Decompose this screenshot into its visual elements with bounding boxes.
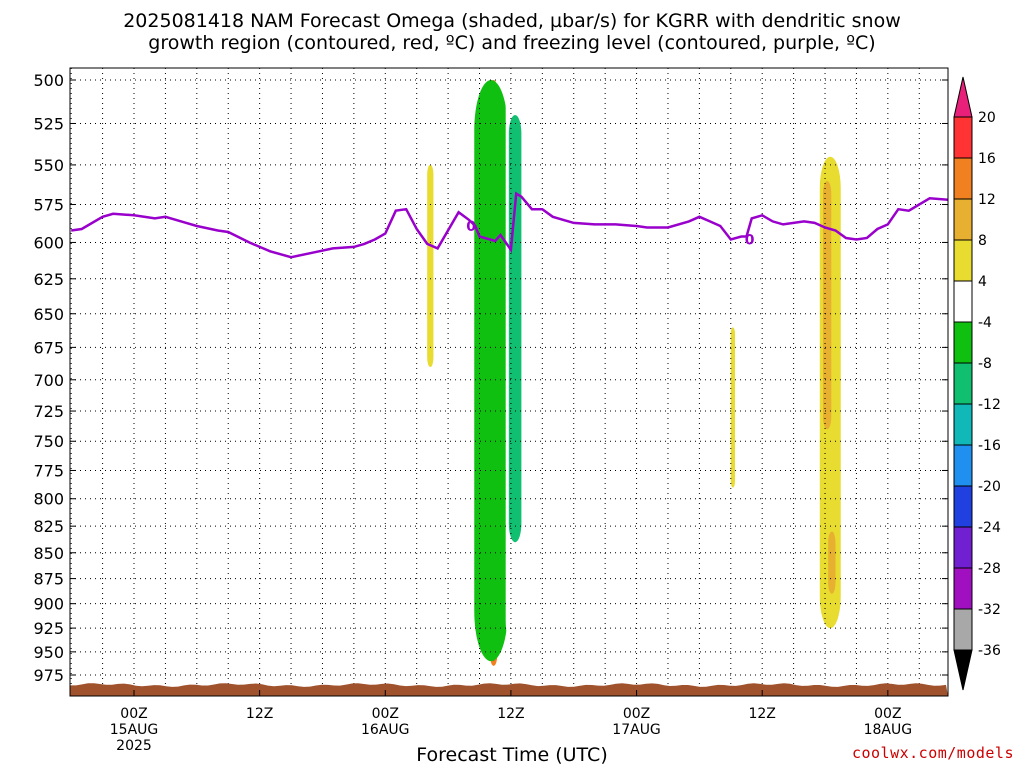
y-tick-label: 800 <box>33 490 64 509</box>
colorbar-bin <box>953 403 973 446</box>
colorbar-bin <box>953 444 973 487</box>
y-tick-label: 700 <box>33 371 64 390</box>
y-tick-label: 725 <box>33 402 64 421</box>
colorbar-label: 16 <box>978 151 996 167</box>
colorbar-label: -36 <box>978 643 1001 659</box>
y-tick-label: 675 <box>33 338 64 357</box>
colorbar-below-triangle <box>953 649 973 691</box>
omega-feature-2 <box>474 80 508 662</box>
colorbar-label: -32 <box>978 602 1001 618</box>
x-tick-label: 00Z <box>623 706 650 722</box>
x-tick-label: 00Z <box>372 706 399 722</box>
y-tick-label: 950 <box>33 643 64 662</box>
colorbar-label: -12 <box>978 397 1001 413</box>
terrain-surface <box>70 683 948 696</box>
colorbar-label: -28 <box>978 561 1001 577</box>
chart-title-line1: 2025081418 NAM Forecast Omega (shaded, µ… <box>123 10 901 32</box>
colorbar-bin <box>953 567 973 610</box>
colorbar-bin <box>953 526 973 569</box>
y-tick-label: 975 <box>33 666 64 685</box>
colorbar-above-triangle <box>953 76 973 118</box>
omega-feature-9 <box>730 327 735 488</box>
colorbar-label: -4 <box>978 315 992 331</box>
colorbar-bin <box>953 485 973 528</box>
y-tick-label: 875 <box>33 570 64 589</box>
x-tick-label: 00Z <box>120 706 147 722</box>
omega-feature-8 <box>382 613 392 638</box>
x-tick-label: 18AUG <box>864 722 913 738</box>
x-tick-label: 17AUG <box>612 722 661 738</box>
colorbar-label: 8 <box>978 233 987 249</box>
x-tick-label: 00Z <box>874 706 901 722</box>
colorbar-label: -8 <box>978 356 992 372</box>
colorbar-bin <box>953 608 973 651</box>
colorbar-bin <box>953 362 973 405</box>
freezing-level-line <box>71 191 948 259</box>
y-tick-label: 625 <box>33 270 64 289</box>
y-tick-label: 850 <box>33 544 64 563</box>
colorbar-bin <box>953 198 973 241</box>
x-tick-label: 16AUG <box>361 722 410 738</box>
y-tick-label: 550 <box>33 156 64 175</box>
colorbar-bin <box>953 116 973 159</box>
colorbar-label: 4 <box>978 274 987 290</box>
plot-frame <box>69 67 949 697</box>
colorbar-label: 12 <box>978 192 996 208</box>
omega-feature-12 <box>828 531 836 594</box>
x-tick-label: 12Z <box>748 706 775 722</box>
x-tick-label: 12Z <box>246 706 273 722</box>
y-tick-label: 925 <box>33 619 64 638</box>
colorbar-label: 20 <box>978 110 996 126</box>
freezing-level-label: 0 <box>466 219 476 235</box>
colorbar-bin <box>953 280 973 323</box>
y-tick-label: 525 <box>33 114 64 133</box>
credit-link[interactable]: coolwx.com/models <box>851 744 1014 762</box>
omega-feature-4 <box>508 114 522 543</box>
x-axis-title: Forecast Time (UTC) <box>416 744 608 766</box>
y-tick-label: 650 <box>33 305 64 324</box>
omega-feature-5 <box>453 299 461 521</box>
y-tick-label: 750 <box>33 432 64 451</box>
x-tick-label: 12Z <box>497 706 524 722</box>
colorbar-label: -16 <box>978 438 1001 454</box>
y-tick-label: 900 <box>33 595 64 614</box>
x-tick-label: 15AUG <box>110 722 159 738</box>
y-tick-label: 600 <box>33 233 64 252</box>
colorbar-bin <box>953 321 973 364</box>
colorbar-bin <box>953 157 973 200</box>
x-tick-label: 2025 <box>116 738 152 754</box>
omega-feature-11 <box>822 180 832 430</box>
omega-feature-6 <box>427 164 434 367</box>
colorbar-label: -24 <box>978 520 1001 536</box>
y-tick-label: 500 <box>33 71 64 90</box>
y-tick-label: 775 <box>33 461 64 480</box>
y-tick-label: 825 <box>33 517 64 536</box>
colorbar-label: -20 <box>978 479 1001 495</box>
freezing-level-label: 0 <box>745 232 755 248</box>
colorbar-bin <box>953 239 973 282</box>
chart-title-line2: growth region (contoured, red, ºC) and f… <box>148 32 876 54</box>
y-tick-label: 575 <box>33 196 64 215</box>
omega-feature-7 <box>631 583 640 657</box>
